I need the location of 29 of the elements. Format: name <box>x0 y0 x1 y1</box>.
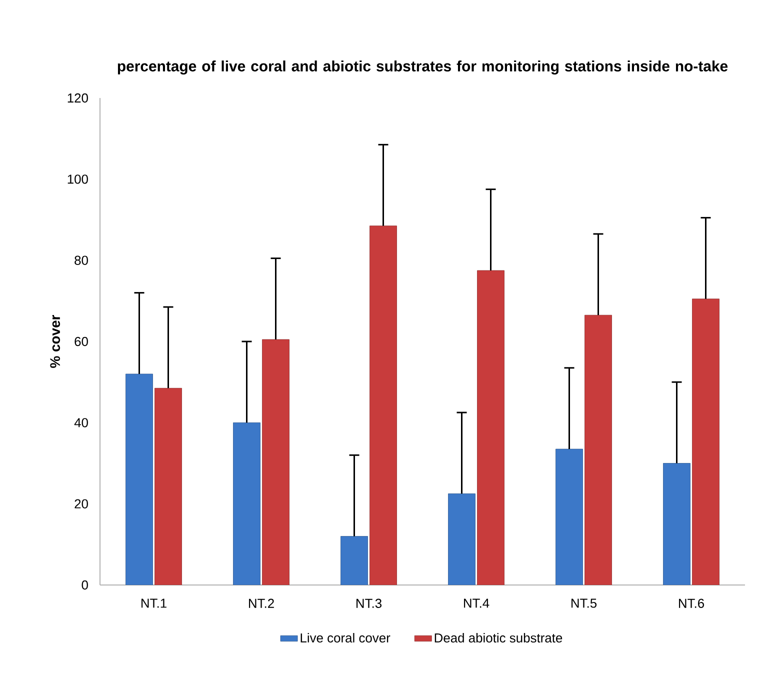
x-tick-label: NT.1 <box>141 598 166 608</box>
x-tick-label: NT.4 <box>464 598 490 608</box>
legend-label: Live coral cover <box>300 633 390 643</box>
y-tick-label: 120 <box>68 93 88 103</box>
bar <box>663 463 690 585</box>
y-tick-label: 100 <box>68 174 88 184</box>
bar <box>262 339 290 585</box>
x-tick-label: NT.3 <box>356 598 382 608</box>
bar <box>370 226 397 585</box>
x-tick-label: NT.6 <box>679 598 704 608</box>
bar <box>340 536 368 585</box>
legend-label: Dead abiotic substrate <box>434 633 562 643</box>
y-tick-label: 80 <box>74 256 88 265</box>
bar <box>154 388 182 585</box>
y-tick-label: 40 <box>74 418 88 428</box>
y-tick-label: 0 <box>82 580 88 590</box>
bar <box>584 314 612 585</box>
bar <box>233 422 260 585</box>
bar <box>477 270 504 585</box>
bar <box>556 448 583 585</box>
bar <box>692 298 720 585</box>
chart-title: percentage of live coral and abiotic substrates for monitoring stations inside no-take <box>118 60 728 74</box>
y-tick-label: 20 <box>74 499 88 508</box>
x-tick-label: NT.2 <box>249 598 274 608</box>
bar <box>448 493 476 585</box>
x-tick-label: NT.5 <box>572 598 597 608</box>
y-tick-label: 60 <box>74 336 88 346</box>
y-axis-title: % cover <box>50 314 60 368</box>
bar <box>126 374 153 585</box>
